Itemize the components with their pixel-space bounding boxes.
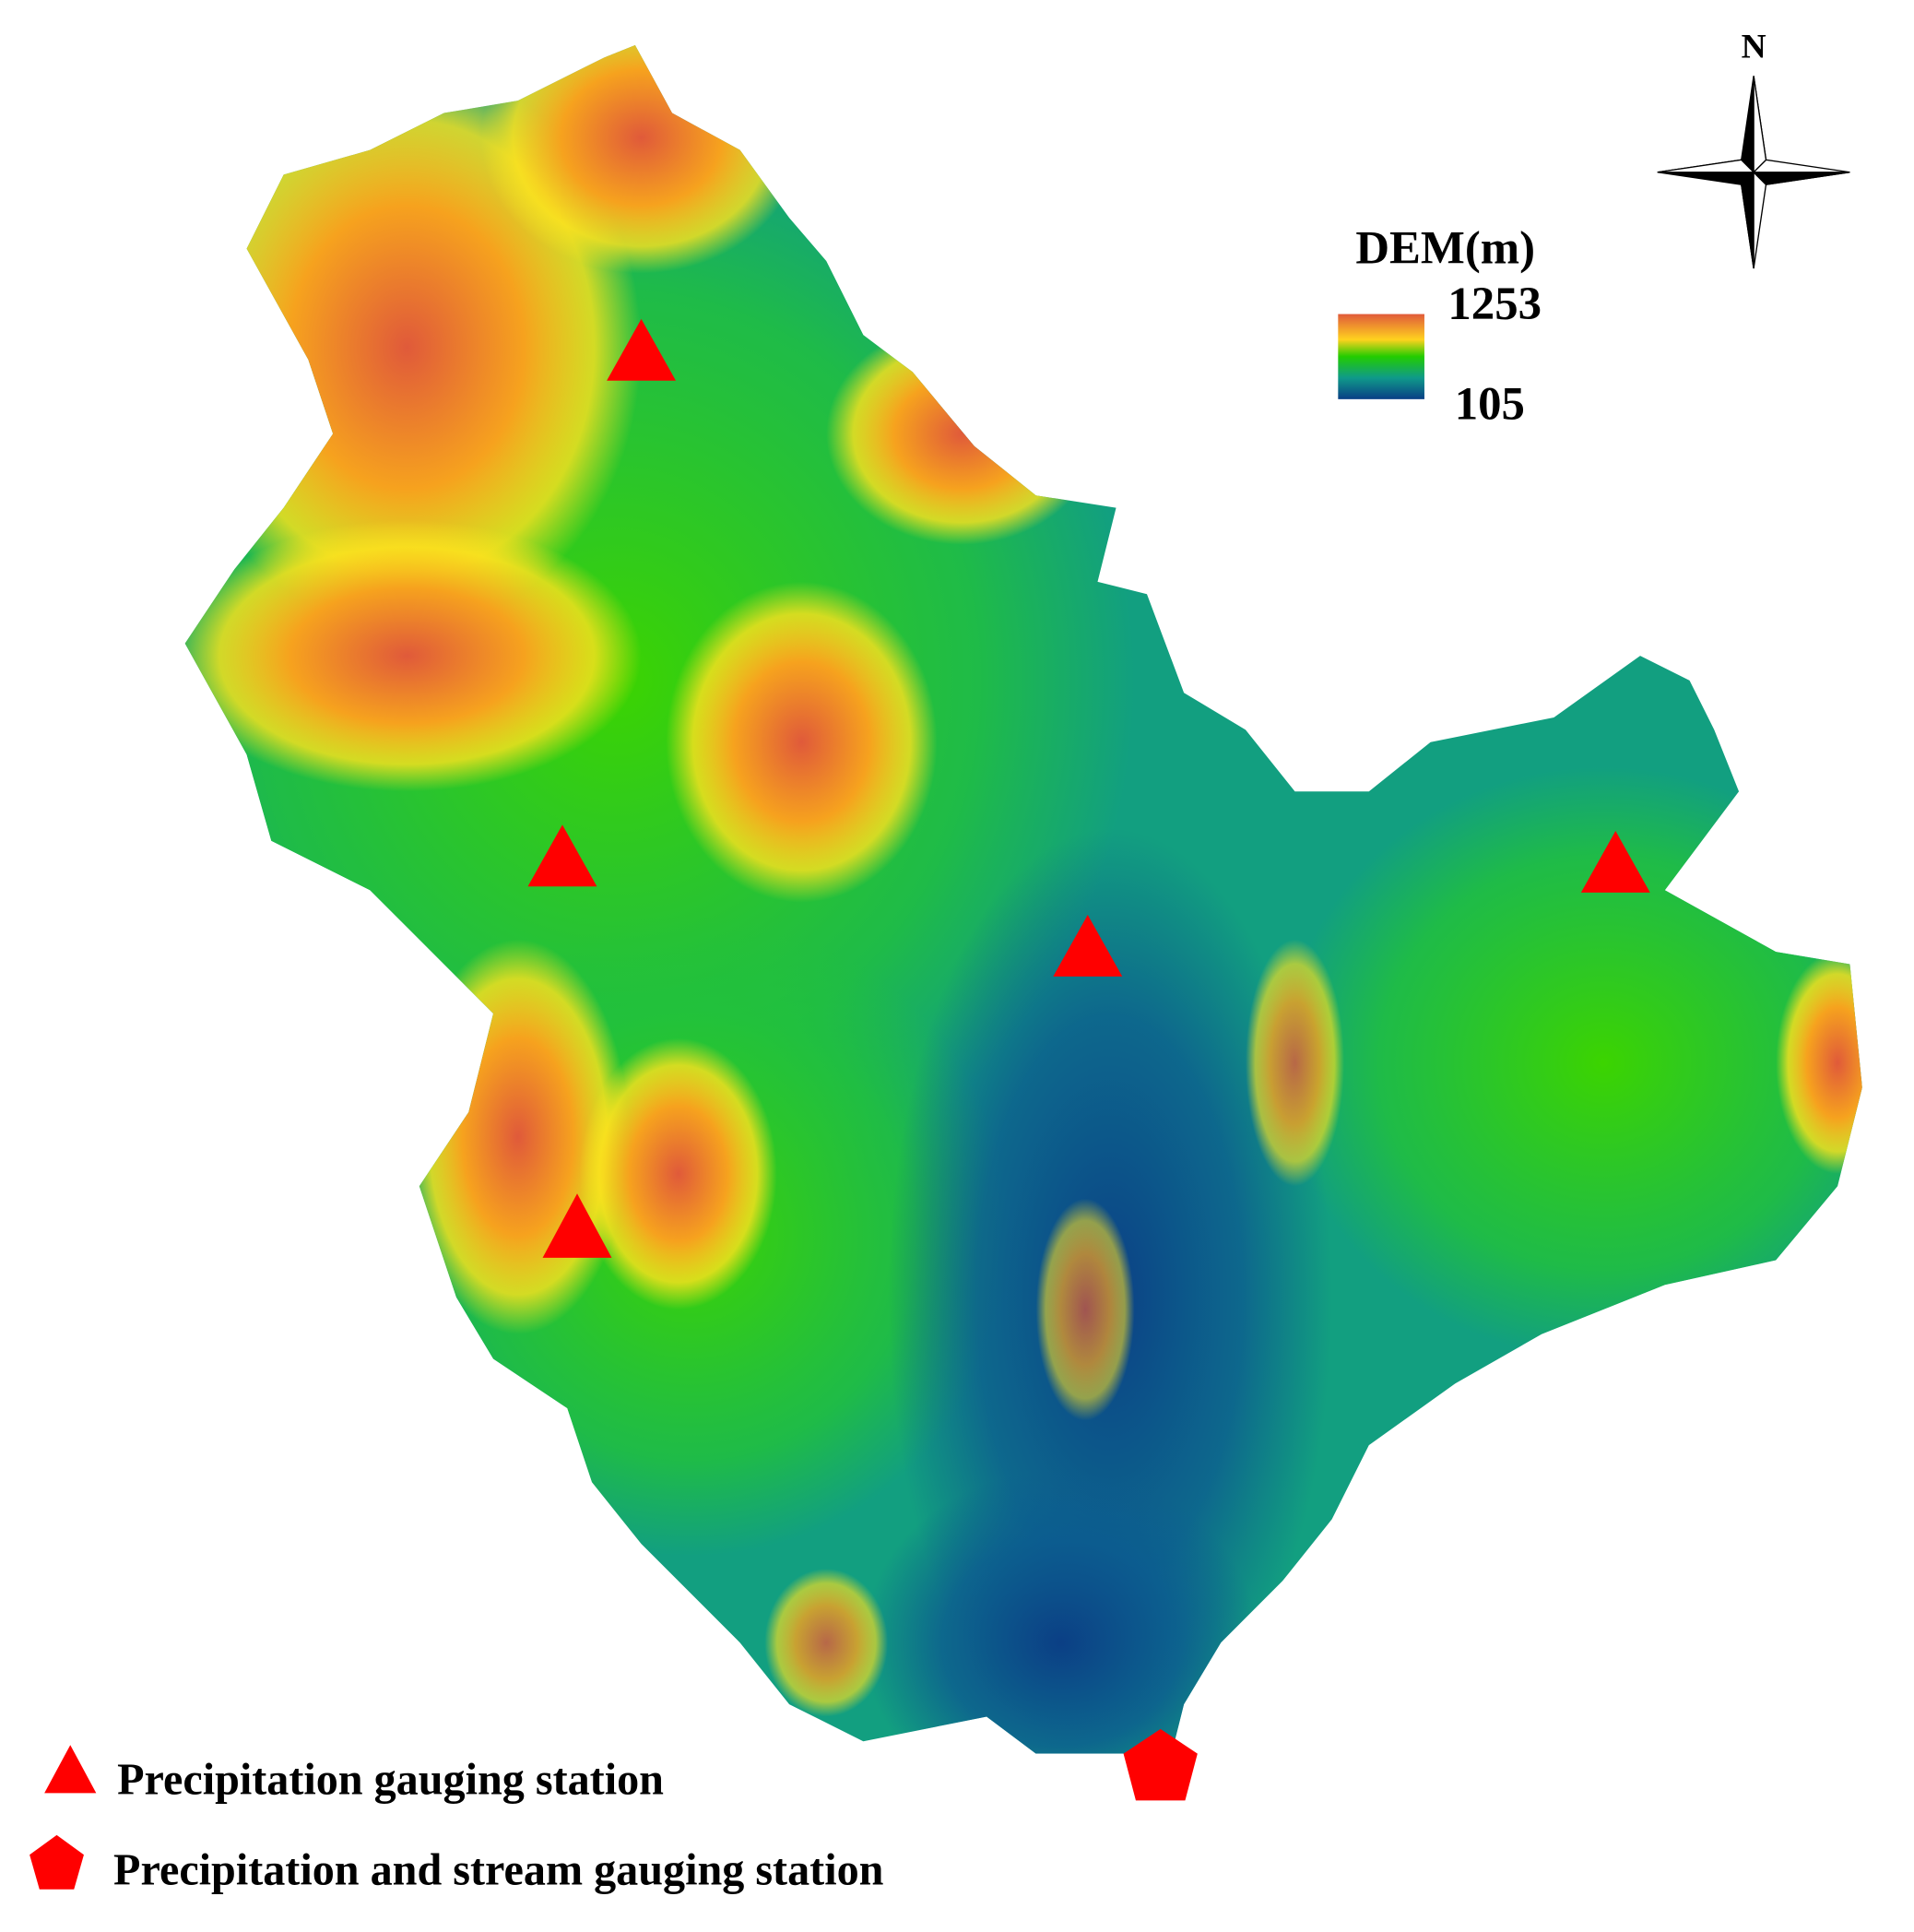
precipitation-station — [542, 1193, 612, 1258]
precipitation-station — [527, 824, 597, 887]
compass: N — [1657, 28, 1850, 269]
legend-title: DEM(m) — [1355, 222, 1535, 274]
precipitation-station — [1053, 914, 1123, 977]
station-markers — [527, 318, 1650, 1801]
precipitation-station — [1580, 831, 1650, 893]
legend-min: 105 — [1455, 377, 1525, 429]
legend-pentagon — [30, 1834, 84, 1890]
station-legend: Precipitation gauging station Precipitat… — [30, 1745, 884, 1894]
color-ramp — [1338, 314, 1424, 399]
north-label: N — [1742, 28, 1766, 65]
legend-triangle — [44, 1745, 97, 1794]
legend-max: 1253 — [1447, 278, 1542, 329]
precipitation-station — [607, 318, 677, 381]
legend-label: Precipitation gauging station — [117, 1756, 664, 1805]
stream-station — [1123, 1728, 1198, 1801]
legend-label: Precipitation and stream gauging station — [113, 1845, 884, 1894]
dem-legend: DEM(m) 1253 105 — [1338, 222, 1542, 429]
